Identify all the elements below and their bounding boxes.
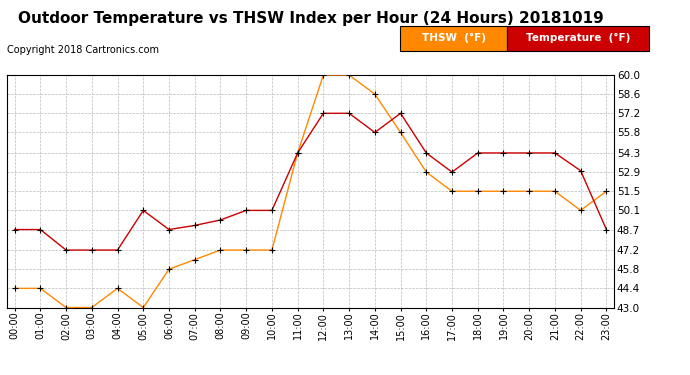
Text: THSW  (°F): THSW (°F) (422, 33, 486, 44)
Text: Outdoor Temperature vs THSW Index per Hour (24 Hours) 20181019: Outdoor Temperature vs THSW Index per Ho… (18, 11, 603, 26)
Text: Copyright 2018 Cartronics.com: Copyright 2018 Cartronics.com (7, 45, 159, 55)
Text: Temperature  (°F): Temperature (°F) (526, 33, 630, 44)
